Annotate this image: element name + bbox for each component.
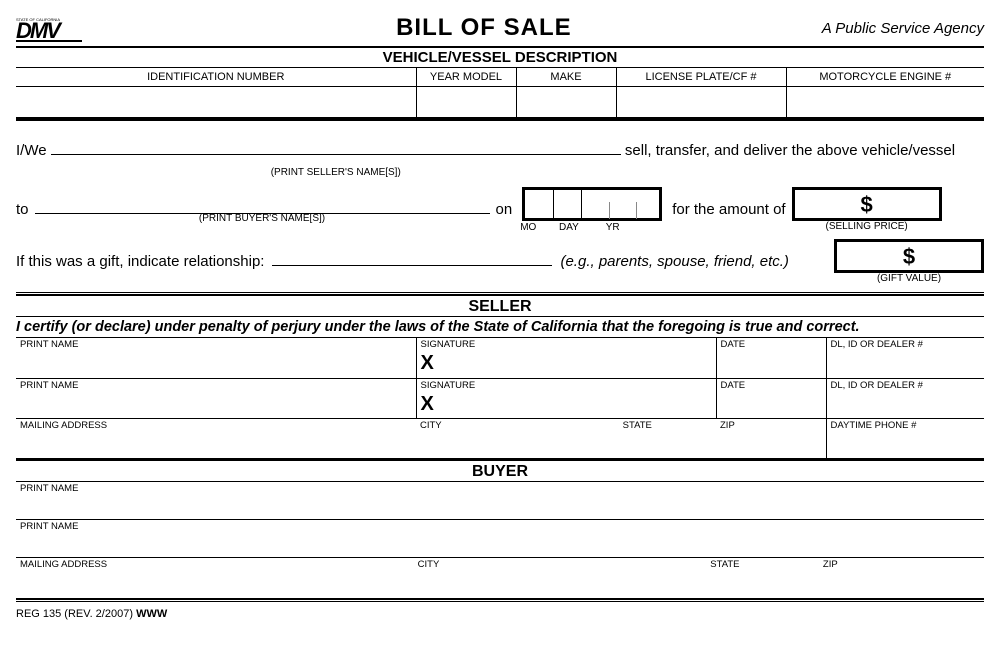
col-year-model: YEAR MODEL (416, 68, 516, 87)
seller2-dl[interactable]: DL, ID OR DEALER # (826, 378, 984, 418)
seller1-signature[interactable]: SIGNATUREX (416, 338, 716, 378)
gift-relationship-line[interactable] (272, 253, 552, 266)
seller-name-sublabel: (PRINT SELLER'S NAME[S]) (51, 162, 621, 183)
buyer-address-row[interactable]: MAILING ADDRESS CITY STATE ZIP (16, 558, 984, 596)
gift-value-sublabel: (GIFT VALUE) (834, 273, 984, 284)
form-title: BILL OF SALE (86, 14, 822, 42)
mo-label: MO (520, 222, 556, 233)
iwe-label: I/We (16, 142, 47, 159)
seller-title: SELLER (16, 296, 984, 316)
seller-cert: I certify (or declare) under penalty of … (16, 316, 984, 338)
cell-engine[interactable] (786, 87, 984, 117)
agency-label: A Public Service Agency (822, 14, 984, 37)
buyer1-name[interactable]: PRINT NAME (16, 482, 984, 520)
buyer-title: BUYER (16, 461, 984, 481)
seller-city-state[interactable]: CITY STATE (416, 418, 716, 458)
selling-price-sublabel: (SELLING PRICE) (792, 221, 942, 232)
vehicle-section-label: VEHICLE/VESSEL DESCRIPTION (16, 46, 984, 67)
col-id-number: IDENTIFICATION NUMBER (16, 68, 416, 87)
seller1-dl[interactable]: DL, ID OR DEALER # (826, 338, 984, 378)
sell-text: sell, transfer, and deliver the above ve… (625, 142, 955, 159)
yr-label: YR (606, 222, 636, 233)
form-footer: REG 135 (REV. 2/2007) WWW (16, 608, 984, 620)
day-label: DAY (559, 222, 603, 233)
cell-year-model[interactable] (416, 87, 516, 117)
date-box[interactable] (522, 187, 662, 221)
seller2-signature[interactable]: SIGNATUREX (416, 378, 716, 418)
col-license: LICENSE PLATE/CF # (616, 68, 786, 87)
cell-id-number[interactable] (16, 87, 416, 117)
seller2-name[interactable]: PRINT NAME (16, 378, 416, 418)
seller-mailing[interactable]: MAILING ADDRESS (16, 418, 416, 458)
gift-value-box[interactable]: $ (834, 239, 984, 273)
gift-line-label: If this was a gift, indicate relationshi… (16, 253, 264, 270)
buyer-table: PRINT NAME PRINT NAME MAILING ADDRESS CI… (16, 481, 984, 596)
buyer2-name[interactable]: PRINT NAME (16, 520, 984, 558)
seller1-date[interactable]: DATE (716, 338, 826, 378)
seller1-name[interactable]: PRINT NAME (16, 338, 416, 378)
col-engine: MOTORCYCLE ENGINE # (786, 68, 984, 87)
col-make: MAKE (516, 68, 616, 87)
seller2-date[interactable]: DATE (716, 378, 826, 418)
seller-phone[interactable]: DAYTIME PHONE # (826, 418, 984, 458)
on-label: on (496, 201, 513, 218)
seller-zip[interactable]: ZIP (716, 418, 826, 458)
vehicle-description-table: IDENTIFICATION NUMBER YEAR MODEL MAKE LI… (16, 67, 984, 117)
to-label: to (16, 201, 29, 218)
seller-signature-table: PRINT NAME SIGNATUREX DATE DL, ID OR DEA… (16, 338, 984, 458)
gift-hint: (e.g., parents, spouse, friend, etc.) (560, 253, 788, 270)
selling-price-box[interactable]: $ (792, 187, 942, 221)
cell-make[interactable] (516, 87, 616, 117)
svg-text:DMV: DMV (16, 18, 63, 43)
seller-name-line[interactable] (51, 140, 621, 155)
for-amount-label: for the amount of (672, 201, 785, 218)
cell-license[interactable] (616, 87, 786, 117)
buyer-name-sublabel: (PRINT BUYER'S NAME[S]) (35, 213, 490, 224)
dmv-logo: STATE OF CALIFORNIA DMV (16, 14, 86, 44)
